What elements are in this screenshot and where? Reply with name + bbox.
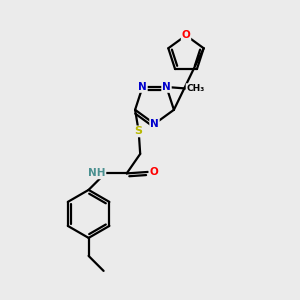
Text: S: S xyxy=(135,126,143,136)
Text: N: N xyxy=(138,82,147,92)
Text: N: N xyxy=(162,82,171,92)
Text: O: O xyxy=(182,30,190,40)
Text: N: N xyxy=(150,119,159,129)
Text: O: O xyxy=(149,167,158,177)
Text: NH: NH xyxy=(88,168,105,178)
Text: CH₃: CH₃ xyxy=(187,84,205,93)
